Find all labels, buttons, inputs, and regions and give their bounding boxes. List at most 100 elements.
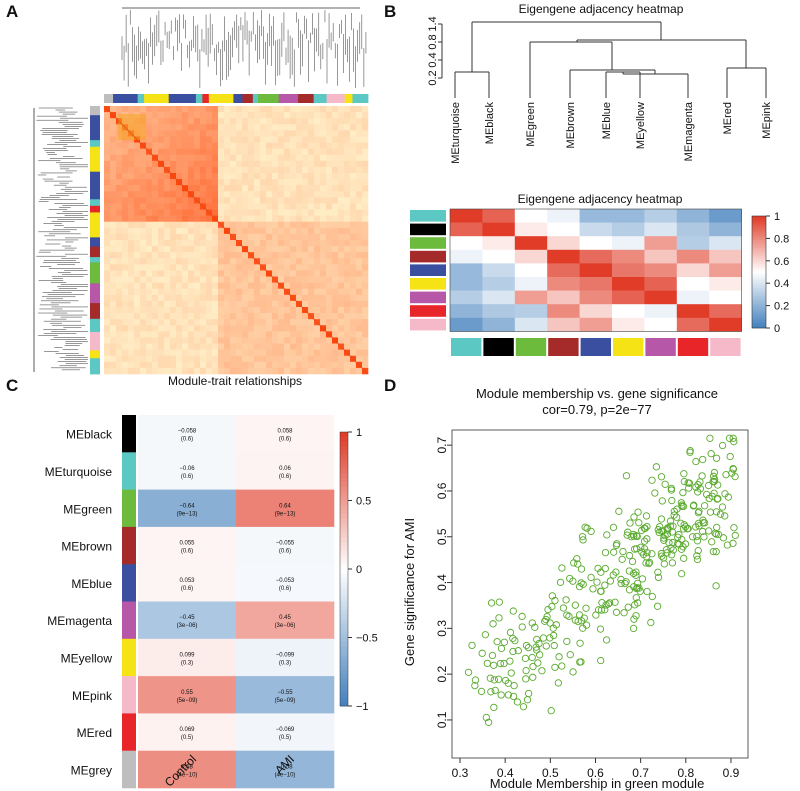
heatmap-cell: [248, 276, 255, 283]
heatmap-cell: [236, 343, 243, 350]
heatmap-cell: [194, 240, 201, 247]
heatmap-cell: [170, 154, 177, 162]
heatmap-cell: [284, 227, 291, 235]
heatmap-cell: [218, 367, 225, 375]
heatmap-cell: [266, 203, 273, 210]
heatmap-cell: [236, 227, 243, 235]
y-tick-label: 0.4: [435, 574, 449, 591]
heatmap-cell: [272, 203, 279, 210]
heatmap-cell: [236, 300, 243, 308]
module-trait-colorbar: 10.50−0.5−1: [339, 427, 378, 713]
heatmap-cell: [122, 288, 129, 296]
heatmap-cell: [302, 282, 309, 290]
heatmap-cell: [206, 160, 213, 168]
heatmap-cell: [296, 136, 303, 143]
heatmap-cell: [272, 325, 279, 332]
heatmap-cell: [170, 203, 177, 210]
heatmap-cell: [302, 106, 309, 113]
heatmap-cell: [182, 142, 189, 149]
heatmap-cell: [242, 343, 249, 350]
module-color-segment: [90, 115, 100, 141]
scatter-point: [507, 669, 515, 677]
heatmap-cell: [152, 343, 159, 350]
heatmap-cell: [206, 276, 213, 283]
heatmap-cell: [230, 124, 237, 131]
heatmap-cell: [206, 246, 213, 253]
heatmap-cell: [158, 300, 165, 308]
heatmap-cell: [230, 325, 237, 332]
heatmap-cell: [260, 166, 267, 174]
heatmap-cell: [116, 349, 123, 357]
scatter-point: [609, 523, 618, 532]
heatmap-cell: [362, 300, 369, 308]
heatmap-cell: [200, 367, 207, 375]
scatter-point: [555, 653, 563, 661]
heatmap-cell: [248, 240, 255, 247]
heatmap-cell: [290, 264, 297, 271]
cell-correlation-label: −0.099: [276, 652, 295, 658]
heatmap-cell: [236, 282, 243, 290]
heatmap-cell: [200, 300, 207, 308]
scatter-point: [490, 703, 498, 712]
heatmap-cell: [302, 288, 309, 296]
scatter-point: [648, 476, 656, 484]
heatmap-cell: [110, 313, 117, 320]
heatmap-cell: [158, 191, 165, 198]
heatmap-cell: [194, 325, 201, 332]
scatter-point: [577, 565, 586, 573]
heatmap-cell: [224, 166, 231, 174]
heatmap-cell: [290, 252, 297, 259]
colorbar-step: [340, 573, 348, 579]
scatter-point: [589, 585, 597, 593]
heatmap-cell: [134, 166, 141, 174]
heatmap-cell: [200, 264, 207, 271]
heatmap-cell: [152, 227, 159, 235]
heatmap-cell: [194, 142, 201, 149]
heatmap-cell: [290, 197, 297, 204]
scatter-point: [468, 641, 476, 650]
heatmap-cell: [284, 313, 291, 320]
heatmap-cell: [356, 227, 363, 235]
heatmap-cell: [296, 337, 303, 344]
heatmap-cell: [254, 136, 261, 143]
heatmap-cell: [236, 246, 243, 253]
heatmap-cell: [188, 160, 195, 168]
heatmap-cell: [104, 355, 111, 363]
heatmap-cell: [344, 264, 351, 271]
heatmap-cell: [140, 215, 147, 223]
scatter-point: [699, 516, 707, 524]
colorbar-step: [340, 559, 348, 565]
heatmap-cell: [134, 294, 141, 302]
heatmap-cell: [176, 313, 183, 320]
heatmap-cell: [290, 325, 297, 332]
heatmap-cell: [332, 252, 339, 259]
heatmap-cell: [152, 233, 159, 241]
heatmap-cell: [110, 179, 117, 186]
row-module-color: [410, 305, 446, 317]
adjacency-cell: [612, 263, 645, 278]
scatter-point: [615, 507, 623, 515]
heatmap-cell: [266, 337, 273, 344]
heatmap-cell: [308, 112, 315, 119]
heatmap-cell: [128, 185, 135, 192]
heatmap-cell: [242, 191, 249, 198]
heatmap-cell: [224, 203, 231, 210]
heatmap-cell: [266, 252, 273, 259]
heatmap-cell: [176, 307, 183, 314]
heatmap-cell: [272, 252, 279, 259]
heatmap-cell: [170, 179, 177, 186]
heatmap-cell: [188, 118, 195, 125]
cell-pvalue-label: (0.5): [279, 735, 291, 741]
scatter-ylabel: Gene significance for AMI: [402, 518, 417, 666]
heatmap-cell: [296, 331, 303, 338]
heatmap-cell: [104, 307, 111, 314]
heatmap-cell: [314, 136, 321, 143]
heatmap-cell: [200, 355, 207, 363]
module-color-segment: [90, 331, 100, 351]
heatmap-cell: [176, 215, 183, 223]
heatmap-cell: [266, 246, 273, 253]
heatmap-cell: [344, 209, 351, 216]
heatmap-cell: [296, 258, 303, 265]
heatmap-cell: [176, 227, 183, 235]
heatmap-cell: [140, 337, 147, 344]
